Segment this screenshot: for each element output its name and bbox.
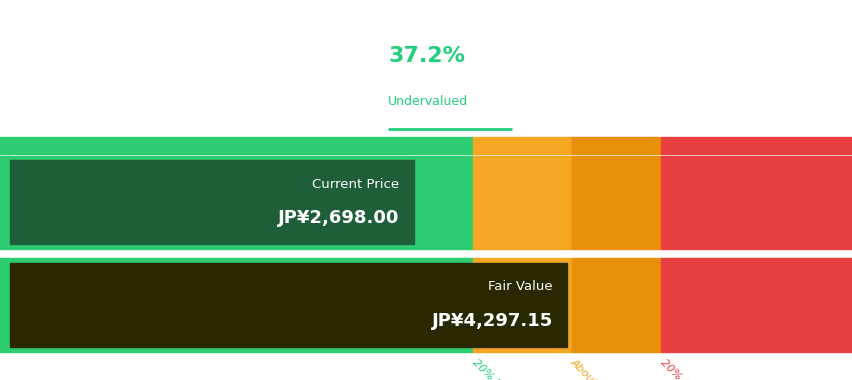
Text: JP¥4,297.15: JP¥4,297.15 bbox=[431, 312, 552, 330]
Text: 20% Undervalued: 20% Undervalued bbox=[470, 357, 548, 380]
Bar bbox=[0, 258, 473, 352]
Bar bbox=[571, 258, 660, 352]
Bar bbox=[571, 156, 660, 249]
Bar bbox=[660, 258, 852, 352]
Bar bbox=[473, 258, 571, 352]
Bar bbox=[0, 137, 473, 154]
Text: 37.2%: 37.2% bbox=[388, 46, 464, 66]
Text: About Right: About Right bbox=[568, 357, 622, 380]
Bar bbox=[660, 137, 852, 154]
Bar bbox=[473, 156, 571, 249]
Text: Current Price: Current Price bbox=[312, 177, 399, 191]
Bar bbox=[0, 156, 473, 249]
Bar bbox=[571, 137, 660, 154]
Text: Undervalued: Undervalued bbox=[388, 95, 468, 108]
Text: 20% Overvalued: 20% Overvalued bbox=[658, 357, 730, 380]
Text: JP¥2,698.00: JP¥2,698.00 bbox=[278, 209, 399, 227]
Bar bbox=[660, 156, 852, 249]
Bar bbox=[10, 160, 413, 244]
Text: Fair Value: Fair Value bbox=[487, 280, 552, 293]
Bar bbox=[10, 263, 567, 347]
Bar bbox=[473, 137, 571, 154]
